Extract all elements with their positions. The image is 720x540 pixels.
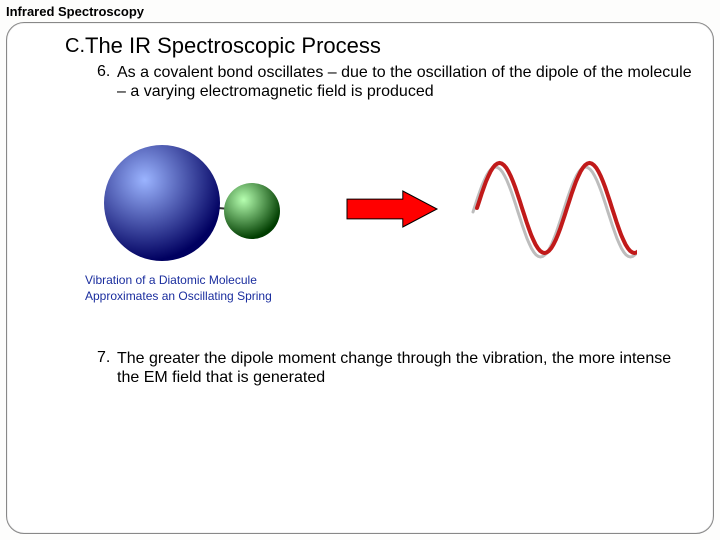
point-7-text: The greater the dipole moment change thr… xyxy=(117,349,693,387)
section-title: The IR Spectroscopic Process xyxy=(85,33,381,59)
caption-line-2: Approximates an Oscillating Spring xyxy=(85,289,272,305)
point-7-number: 7. xyxy=(97,349,110,367)
header-title: Infrared Spectroscopy xyxy=(6,4,144,19)
point-6-text: As a covalent bond oscillates – due to t… xyxy=(117,63,693,101)
page-header: Infrared Spectroscopy xyxy=(0,0,720,23)
caption-line-1: Vibration of a Diatomic Molecule xyxy=(85,273,272,289)
point-6-number: 6. xyxy=(97,63,110,81)
section-label: C. xyxy=(65,35,85,58)
slide-frame: C. The IR Spectroscopic Process 6. As a … xyxy=(6,22,714,534)
diagram-caption: Vibration of a Diatomic Molecule Approxi… xyxy=(85,273,272,304)
